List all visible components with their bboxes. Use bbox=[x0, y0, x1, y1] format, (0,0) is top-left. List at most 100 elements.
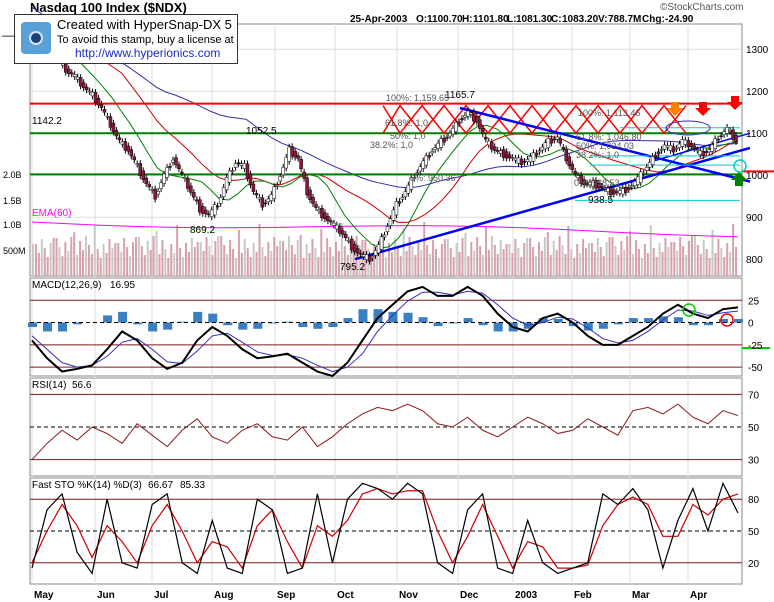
volume-bar bbox=[487, 250, 490, 276]
volume-bar bbox=[517, 248, 520, 276]
candle-body bbox=[114, 130, 119, 137]
volume-bar bbox=[217, 236, 220, 276]
fib-label: 61.8%: 1,046.80 bbox=[576, 132, 642, 142]
volume-bar bbox=[167, 258, 170, 276]
macd-histogram-bar bbox=[223, 322, 233, 326]
volume-bar bbox=[317, 257, 320, 276]
volume-bar bbox=[179, 248, 182, 276]
indicator-tick-label: 50 bbox=[748, 423, 760, 434]
stamp-url[interactable]: http://www.hyperionics.com bbox=[75, 46, 221, 60]
volume-bar bbox=[473, 251, 476, 276]
candle-body bbox=[731, 129, 735, 140]
macd-histogram-bar bbox=[253, 322, 263, 329]
candle-body bbox=[487, 140, 491, 146]
volume-bar bbox=[696, 245, 699, 276]
price-tick-label: 1000 bbox=[746, 171, 769, 182]
volume-bar bbox=[655, 257, 658, 276]
candle-body bbox=[522, 161, 527, 163]
volume-bar bbox=[267, 242, 270, 276]
candle-body bbox=[540, 146, 545, 151]
candle-body bbox=[93, 92, 98, 103]
volume-bar bbox=[546, 232, 549, 276]
price-label: 869.2 bbox=[190, 225, 215, 236]
macd-histogram-bar bbox=[238, 322, 248, 330]
volume-bar bbox=[502, 249, 505, 276]
macd-histogram-bar bbox=[703, 322, 713, 326]
volume-bar bbox=[570, 249, 573, 276]
macd-histogram-bar bbox=[283, 321, 293, 323]
candle-body bbox=[427, 155, 431, 158]
candle-body bbox=[466, 110, 470, 117]
svg-text:C:: C: bbox=[551, 14, 562, 25]
candle-body bbox=[314, 204, 318, 208]
volume-bar bbox=[287, 236, 290, 276]
volume-bar bbox=[164, 249, 167, 276]
svg-text:V:: V: bbox=[598, 14, 607, 25]
candle-body bbox=[677, 143, 682, 148]
candle-body bbox=[439, 138, 443, 148]
candle-body bbox=[352, 243, 357, 253]
volume-bar bbox=[111, 248, 114, 276]
macd-histogram-bar bbox=[583, 322, 593, 331]
volume-bar bbox=[123, 238, 126, 276]
volume-bar bbox=[523, 243, 526, 276]
candle-body bbox=[326, 216, 330, 222]
minus-icon[interactable]: — bbox=[2, 28, 14, 42]
month-label: Aug bbox=[214, 590, 233, 601]
price-label: 1052.5 bbox=[246, 126, 277, 137]
volume-bar bbox=[440, 244, 443, 276]
volume-bar bbox=[64, 242, 67, 276]
volume-bar bbox=[552, 241, 555, 276]
candle-body bbox=[451, 127, 455, 135]
candle-body bbox=[704, 151, 708, 153]
volume-bar bbox=[476, 237, 479, 276]
candle-body bbox=[162, 173, 166, 184]
candle-body bbox=[442, 137, 446, 143]
volume-bar bbox=[496, 254, 499, 276]
volume-bar bbox=[608, 237, 611, 276]
volume-bar bbox=[432, 240, 435, 276]
candle-body bbox=[251, 183, 256, 192]
volume-bar bbox=[332, 256, 335, 276]
candle-body bbox=[165, 167, 169, 178]
candle-body bbox=[299, 158, 303, 170]
candle-body bbox=[689, 143, 694, 147]
candle-body bbox=[171, 159, 175, 163]
macd-histogram-bar bbox=[148, 322, 158, 332]
candle-body bbox=[189, 185, 193, 193]
volume-bar bbox=[46, 257, 49, 276]
volume-bar bbox=[673, 242, 676, 276]
indicator-tick-label: 0 bbox=[748, 319, 754, 330]
volume-value: 788.7M bbox=[608, 14, 641, 25]
price-candles bbox=[31, 21, 738, 265]
macd-panel: 25 0 -25 -50 MACD(12,26,9) 16.95 bbox=[28, 280, 763, 378]
month-label: Jul bbox=[154, 590, 169, 601]
volume-bar bbox=[596, 238, 599, 276]
candle-body bbox=[558, 138, 563, 144]
candle-body bbox=[600, 186, 604, 189]
volume-tick-label: 1.5B bbox=[3, 196, 22, 206]
volume-bar bbox=[70, 237, 73, 276]
volume-bar bbox=[105, 253, 108, 276]
candle-body bbox=[543, 142, 548, 150]
volume-bar bbox=[555, 250, 558, 276]
candle-body bbox=[221, 187, 226, 197]
candle-body bbox=[564, 148, 568, 162]
candle-body bbox=[64, 63, 68, 73]
macd-histogram-bar bbox=[718, 318, 728, 323]
volume-bar bbox=[508, 244, 511, 276]
candle-body bbox=[239, 163, 244, 166]
volume-bar bbox=[687, 241, 690, 276]
volume-bar bbox=[55, 238, 58, 276]
candle-body bbox=[174, 157, 178, 166]
price-tick-label: 1200 bbox=[746, 87, 769, 98]
ema-line bbox=[31, 221, 739, 238]
volume-bar bbox=[108, 239, 111, 276]
candle-body bbox=[397, 201, 402, 204]
volume-bar bbox=[649, 225, 652, 276]
volume-bar bbox=[735, 247, 738, 276]
volume-bar bbox=[702, 240, 705, 276]
month-label: 2003 bbox=[515, 590, 538, 601]
indicator-tick-label: 50 bbox=[748, 527, 760, 538]
